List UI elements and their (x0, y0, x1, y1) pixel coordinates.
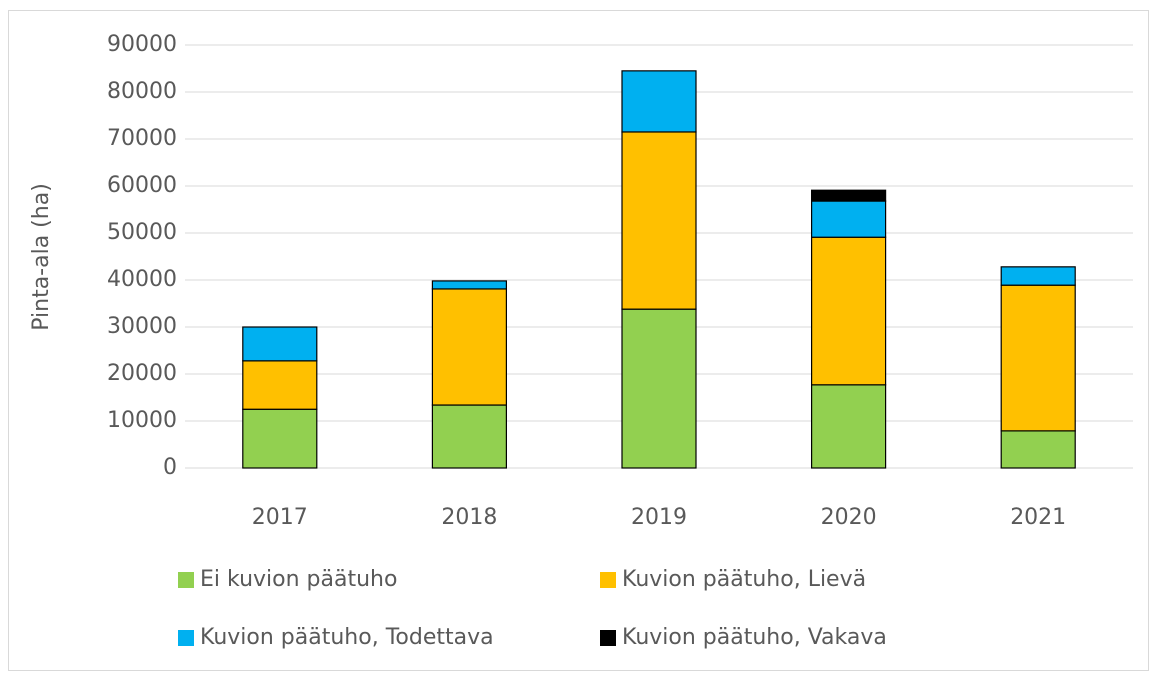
legend-label: Ei kuvion päätuho (200, 567, 397, 592)
y-tick-label: 20000 (107, 361, 177, 386)
bar-segment (1000, 284, 1076, 432)
y-tick-label: 30000 (107, 314, 177, 339)
y-tick-label: 80000 (107, 79, 177, 104)
bar-segment (431, 288, 507, 406)
y-tick-label: 70000 (107, 126, 177, 151)
bar-segment (242, 408, 318, 469)
chart-frame (8, 10, 1149, 671)
y-tick-label: 60000 (107, 173, 177, 198)
y-tick-label: 0 (163, 455, 177, 480)
legend-label: Kuvion päätuho, Todettava (200, 625, 494, 650)
bar-segment (242, 326, 318, 362)
bar-segment (810, 236, 887, 386)
x-tick-label: 2018 (441, 505, 497, 530)
x-tick-label: 2017 (252, 505, 308, 530)
y-tick-label: 40000 (107, 267, 177, 292)
x-tick-label: 2020 (821, 505, 877, 530)
bar-segment (1000, 430, 1076, 469)
bar-segment (1000, 266, 1076, 286)
bar-segment (621, 131, 697, 310)
bar-segment (810, 200, 887, 238)
y-tick-label: 90000 (107, 32, 177, 57)
legend-swatch (178, 630, 194, 646)
bar-segment (431, 280, 507, 290)
legend-label: Kuvion päätuho, Lievä (622, 567, 866, 592)
x-tick-label: 2021 (1010, 505, 1066, 530)
legend-swatch (178, 572, 194, 588)
bar-segment (621, 308, 697, 469)
y-tick-label: 50000 (107, 220, 177, 245)
bar-segment (810, 384, 887, 469)
legend-swatch (600, 630, 616, 646)
bar-segment (621, 70, 697, 133)
bar-segment (431, 404, 507, 469)
legend-swatch (600, 572, 616, 588)
x-tick-label: 2019 (631, 505, 687, 530)
bar-segment (810, 189, 887, 202)
legend-label: Kuvion päätuho, Vakava (622, 625, 887, 650)
bar-segment (242, 360, 318, 410)
y-axis-label: Pinta-ala (ha) (29, 183, 54, 331)
y-tick-label: 10000 (107, 408, 177, 433)
